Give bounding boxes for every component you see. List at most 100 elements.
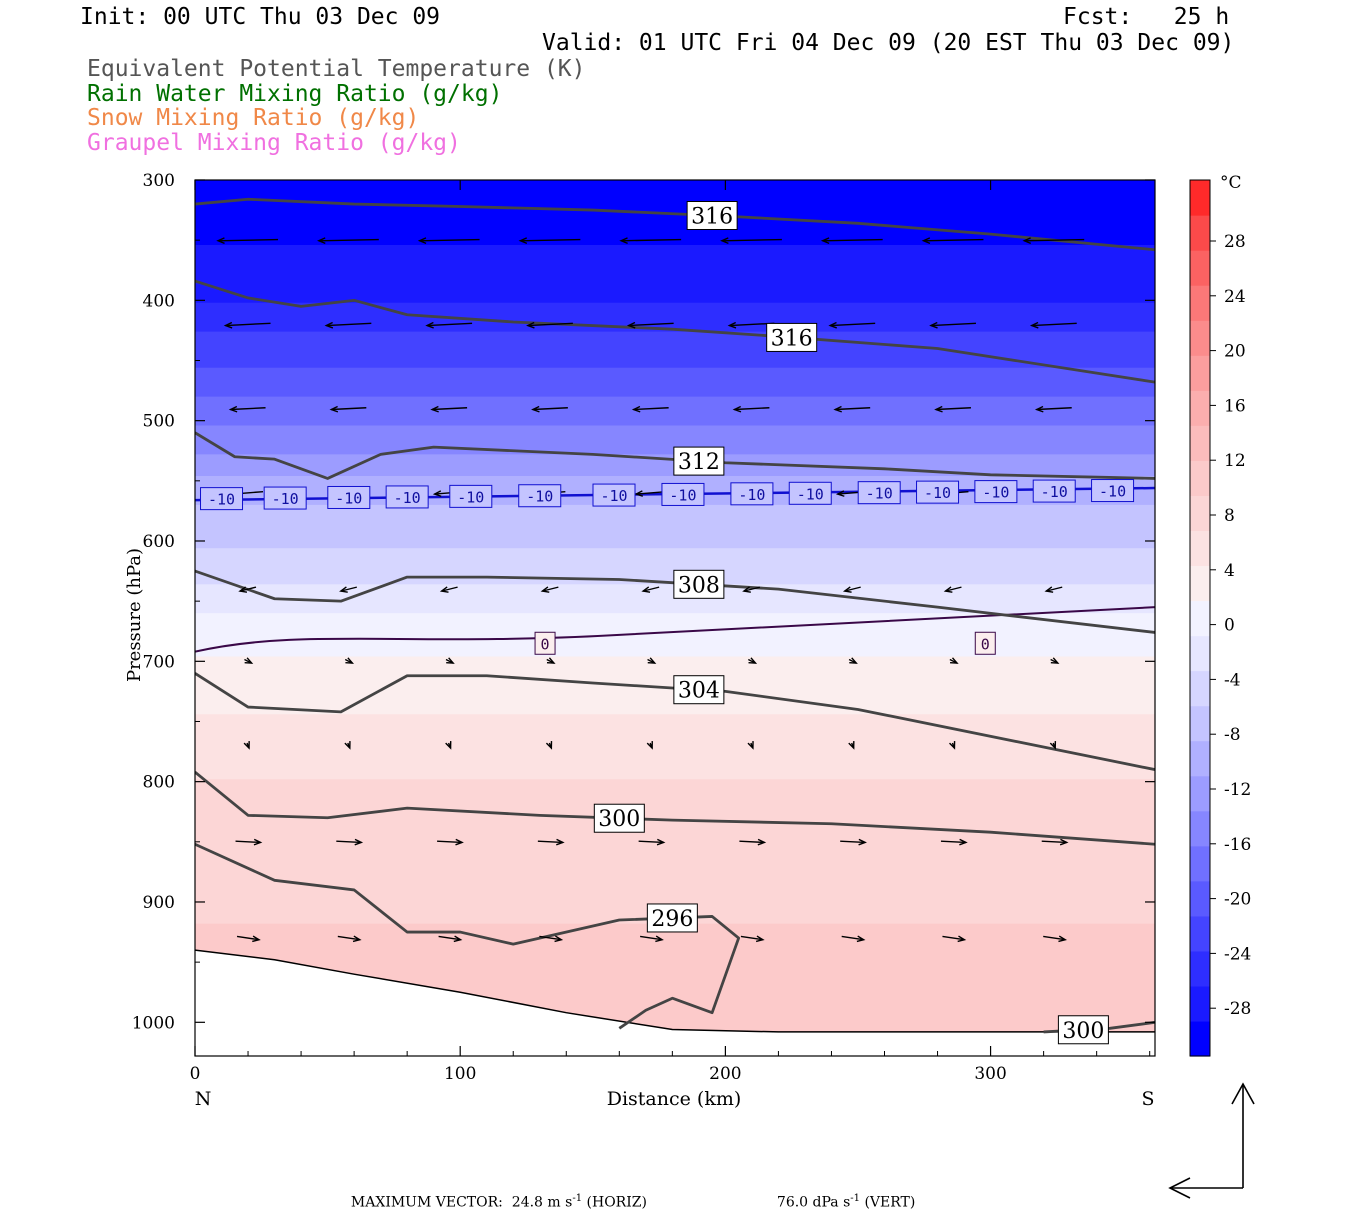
temperature-band bbox=[195, 880, 1155, 889]
temperature-band bbox=[195, 772, 1155, 780]
colorbar-swatch bbox=[1190, 215, 1210, 251]
temperature-band bbox=[195, 1003, 1155, 1011]
wind-vector bbox=[1034, 405, 1072, 413]
temperature-band bbox=[195, 634, 1155, 643]
temperature-band bbox=[195, 338, 1155, 347]
temperature-band bbox=[195, 959, 1155, 968]
temperature-band bbox=[195, 938, 1155, 946]
theta-e-label: 316 bbox=[686, 200, 738, 230]
x-tick-label: 200 bbox=[709, 1064, 741, 1084]
colorbar-swatch bbox=[1190, 285, 1210, 321]
colorbar-tick-label: 24 bbox=[1224, 287, 1246, 307]
colorbar-swatch bbox=[1190, 355, 1210, 391]
south-endpoint-label: S bbox=[1141, 1088, 1154, 1110]
y-tick-label: 1000 bbox=[132, 1013, 175, 1033]
theta-e-contour-308 bbox=[195, 569, 1155, 634]
wind-vector bbox=[619, 237, 682, 245]
wind-vector bbox=[537, 838, 565, 846]
temperature-band bbox=[195, 281, 1155, 289]
temperature-band bbox=[195, 808, 1155, 816]
x-tick-label: 100 bbox=[444, 1064, 476, 1084]
colorbar-tick-label: 16 bbox=[1224, 396, 1246, 416]
wind-vector bbox=[1050, 657, 1060, 664]
y-tick-label: 600 bbox=[143, 532, 175, 552]
temperature-band bbox=[195, 425, 1155, 434]
theta-e-label: 308 bbox=[673, 569, 725, 599]
wind-vector bbox=[531, 405, 568, 413]
theta-e-label: 316 bbox=[766, 322, 818, 352]
colorbar-tick-label: 28 bbox=[1224, 232, 1246, 252]
isotherm-label: -10 bbox=[916, 480, 960, 504]
wind-vectors bbox=[216, 237, 1085, 943]
wind-vector bbox=[1049, 741, 1057, 750]
temperature-band bbox=[195, 1010, 1155, 1019]
temperature-band bbox=[195, 223, 1155, 232]
temperature-band bbox=[195, 952, 1155, 961]
temperature-band bbox=[195, 411, 1155, 419]
temperature-band bbox=[195, 735, 1155, 744]
theta-e-label: 300 bbox=[1057, 1015, 1109, 1045]
legend-graupel: Graupel Mixing Ratio (g/kg) bbox=[87, 130, 461, 156]
temperature-band bbox=[195, 216, 1155, 224]
wind-vector bbox=[445, 657, 455, 664]
reference-vector-arrow bbox=[1168, 1082, 1255, 1199]
temperature-band bbox=[195, 418, 1155, 427]
colorbar-tick-label: -12 bbox=[1224, 780, 1251, 800]
wind-vector bbox=[1029, 321, 1077, 329]
wind-vector bbox=[842, 586, 861, 593]
temperature-band bbox=[195, 779, 1155, 788]
svg-text:316: 316 bbox=[771, 326, 813, 351]
wind-vector bbox=[216, 237, 279, 245]
temperature-band bbox=[195, 851, 1155, 860]
wind-vector bbox=[439, 586, 458, 593]
svg-text:300: 300 bbox=[1062, 1019, 1104, 1044]
colorbar-unit: °C bbox=[1220, 173, 1242, 193]
wind-vector bbox=[243, 741, 250, 750]
temperature-colorbar: °C 28 24 20 16 12 8 4 0 -4 -8 -12 -16 -20 -24 -28 bbox=[1189, 173, 1251, 1057]
svg-text:312: 312 bbox=[678, 450, 720, 475]
wind-vector bbox=[336, 838, 364, 846]
isotherm-label: -10 bbox=[1032, 479, 1076, 503]
temperature-band bbox=[195, 476, 1155, 484]
theta-e-contour-300 bbox=[195, 770, 1155, 846]
temperature-band bbox=[195, 230, 1155, 239]
colorbar-tick-label: -16 bbox=[1224, 835, 1251, 855]
wind-vector bbox=[942, 935, 967, 943]
temperature-band bbox=[195, 656, 1155, 665]
temperature-band bbox=[195, 837, 1155, 845]
y-tick-label: 500 bbox=[143, 412, 175, 432]
wind-vector bbox=[518, 237, 581, 245]
wind-vector bbox=[841, 935, 866, 943]
colorbar-tick-label: -4 bbox=[1224, 670, 1241, 690]
theta-e-label: 312 bbox=[673, 446, 725, 476]
wind-vector bbox=[638, 838, 666, 846]
colorbar-swatch bbox=[1190, 390, 1210, 426]
wind-vector bbox=[244, 657, 254, 664]
svg-text:-10: -10 bbox=[669, 486, 696, 504]
wind-vector bbox=[236, 935, 261, 943]
svg-text:-10: -10 bbox=[1041, 483, 1068, 501]
valid-time: Valid: 01 UTC Fri 04 Dec 09 (20 EST Thu … bbox=[542, 30, 1235, 56]
temperature-band bbox=[195, 945, 1155, 954]
temperature-band bbox=[195, 540, 1155, 549]
temperature-band bbox=[195, 432, 1155, 441]
theta-e-label: 300 bbox=[593, 803, 645, 833]
isotherm-label: -10 bbox=[857, 481, 901, 505]
wind-vector bbox=[324, 321, 372, 329]
wind-vector bbox=[1041, 838, 1069, 846]
colorbar-tick-label: 4 bbox=[1224, 561, 1235, 581]
temperature-band bbox=[195, 187, 1155, 196]
y-tick-label: 900 bbox=[143, 893, 175, 913]
svg-text:-10: -10 bbox=[866, 485, 893, 503]
temperature-band bbox=[195, 562, 1155, 571]
colorbar-swatch bbox=[1190, 635, 1210, 672]
theta-e-contour-316 bbox=[195, 279, 1155, 384]
colorbar-swatch bbox=[1190, 775, 1210, 812]
theta-e-label: 296 bbox=[646, 903, 698, 933]
isotherm-label: -10 bbox=[661, 482, 705, 506]
temperature-band bbox=[195, 396, 1155, 405]
temperature-band bbox=[195, 800, 1155, 809]
colorbar-swatch bbox=[1190, 530, 1210, 567]
isotherm-label: -10 bbox=[449, 484, 493, 508]
colorbar-swatch bbox=[1190, 495, 1210, 531]
